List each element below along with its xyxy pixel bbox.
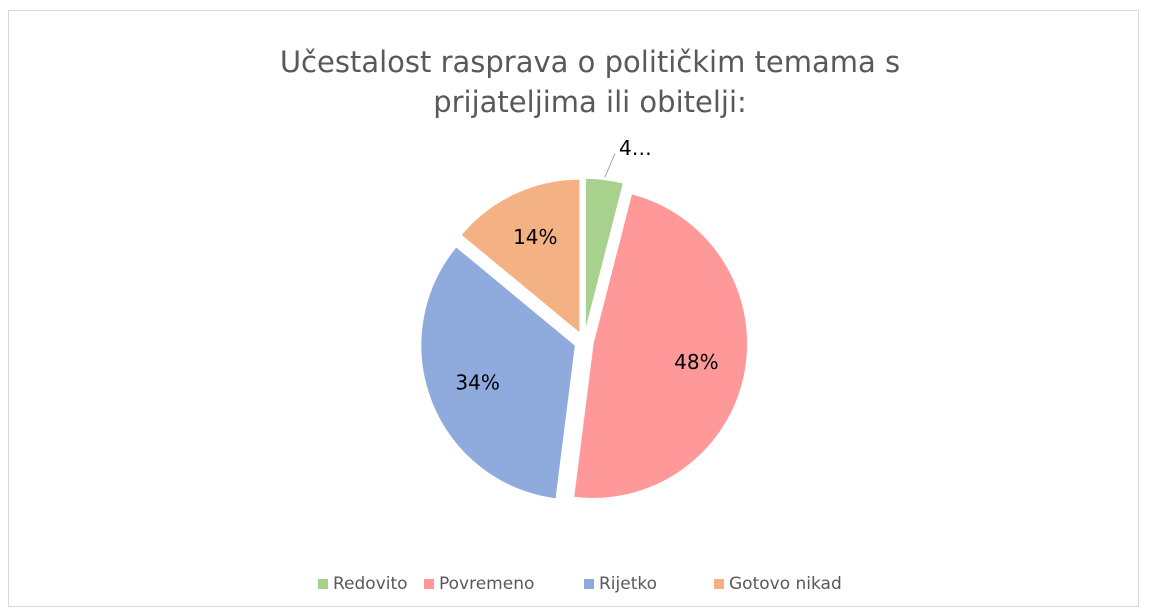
data-label: 14% bbox=[513, 225, 557, 249]
legend-label: Redovito bbox=[333, 574, 408, 594]
legend-swatch bbox=[318, 579, 328, 589]
legend-label: Povremeno bbox=[439, 574, 534, 594]
chart-frame bbox=[8, 10, 1139, 607]
data-label: 48% bbox=[674, 350, 718, 374]
legend-swatch bbox=[714, 579, 724, 589]
pie-slice bbox=[459, 178, 581, 336]
pie-slice bbox=[572, 192, 749, 500]
legend-label: Rijetko bbox=[599, 574, 657, 594]
chart-title: Učestalost rasprava o političkim temama … bbox=[279, 45, 901, 119]
legend-swatch bbox=[584, 579, 594, 589]
data-label: 4… bbox=[619, 136, 652, 160]
legend-swatch bbox=[424, 579, 434, 589]
data-label: 34% bbox=[455, 371, 499, 395]
pie-slice bbox=[584, 177, 625, 334]
leader-line bbox=[604, 153, 616, 178]
legend-label: Gotovo nikad bbox=[729, 574, 842, 594]
pie-slice bbox=[419, 245, 577, 500]
